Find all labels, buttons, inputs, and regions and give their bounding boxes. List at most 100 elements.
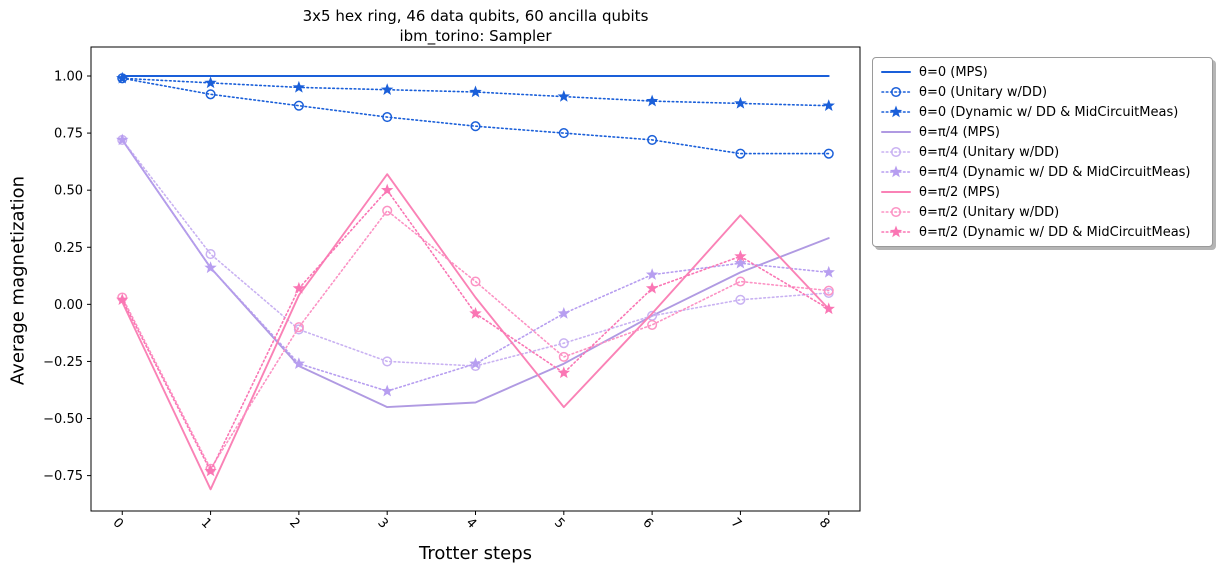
legend-entry-label: θ=0 (Dynamic w/ DD & MidCircuitMeas) — [919, 104, 1179, 120]
data-point-star — [204, 261, 217, 274]
data-point-star — [469, 85, 482, 98]
data-point-star — [292, 80, 306, 93]
legend-entry: θ=π/4 (Unitary w/DD) — [881, 143, 1204, 162]
data-point-circle — [382, 205, 393, 216]
data-point-circle — [558, 338, 569, 349]
legend-marker — [881, 86, 911, 98]
x-tick-label: 4 — [463, 515, 479, 531]
data-point-circle — [382, 112, 393, 123]
series-markers — [117, 134, 834, 372]
legend-entry-label: θ=0 (Unitary w/DD) — [919, 84, 1048, 100]
data-point-circle — [823, 285, 834, 296]
data-point-circle — [647, 134, 658, 145]
legend-entry-label: θ=π/4 (MPS) — [919, 124, 1000, 140]
data-point-star — [557, 366, 570, 379]
chart-title-line1: 3x5 hex ring, 46 data qubits, 60 ancilla… — [302, 7, 649, 25]
series-line — [121, 138, 830, 409]
legend-marker — [881, 191, 911, 193]
x-tick-label: 8 — [816, 515, 832, 531]
x-tick-label: 0 — [110, 515, 126, 531]
x-tick-label: 1 — [198, 515, 214, 531]
x-tick-label: 6 — [639, 515, 655, 531]
chart-title: 3x5 hex ring, 46 data qubits, 60 ancilla… — [91, 6, 860, 46]
series-line — [121, 209, 830, 470]
data-point-star — [645, 268, 659, 280]
legend-marker — [881, 105, 911, 118]
data-point-star — [381, 384, 394, 397]
data-point-circle — [647, 319, 658, 330]
y-tick-label: −0.25 — [43, 355, 83, 370]
data-point-star — [381, 83, 394, 95]
legend-entry: θ=0 (MPS) — [881, 63, 1204, 82]
data-point-star — [734, 249, 747, 262]
y-tick-label: 1.00 — [54, 70, 83, 85]
data-point-circle — [293, 100, 304, 111]
series-markers — [116, 71, 835, 111]
data-point-star — [116, 133, 129, 146]
data-point-star — [204, 464, 217, 477]
legend-entry-label: θ=π/2 (Dynamic w/ DD & MidCircuitMeas) — [919, 224, 1191, 240]
data-point-star — [292, 281, 306, 294]
legend-entry-label: θ=π/4 (Dynamic w/ DD & MidCircuitMeas) — [919, 164, 1191, 180]
legend-entry-label: θ=0 (MPS) — [919, 64, 988, 80]
data-point-circle — [205, 249, 216, 260]
data-point-star — [734, 96, 747, 109]
data-point-star — [645, 94, 659, 107]
x-tick-label: 3 — [374, 515, 390, 531]
legend-marker — [881, 206, 911, 218]
y-tick-label: −0.75 — [43, 469, 83, 484]
legend-entry: θ=0 (Dynamic w/ DD & MidCircuitMeas) — [881, 103, 1204, 122]
y-tick-label: −0.50 — [43, 412, 83, 427]
data-point-circle — [382, 356, 393, 367]
legend-entry: θ=π/2 (Dynamic w/ DD & MidCircuitMeas) — [881, 223, 1204, 242]
series-markers — [117, 205, 834, 474]
data-point-star — [292, 357, 306, 369]
series-line — [121, 77, 830, 155]
legend-marker — [881, 131, 911, 133]
data-point-circle — [293, 322, 304, 333]
series-line — [121, 173, 830, 491]
data-point-star — [557, 90, 570, 102]
data-point-circle — [735, 148, 746, 159]
data-point-star — [734, 256, 747, 269]
legend-entry-label: θ=π/4 (Unitary w/DD) — [919, 144, 1060, 160]
legend-entry: θ=π/2 (MPS) — [881, 183, 1204, 202]
data-point-circle — [558, 351, 569, 362]
legend: θ=0 (MPS) θ=0 (Unitary w/DD) θ=0 (Dynamic … — [872, 57, 1213, 247]
data-point-star — [204, 76, 217, 89]
x-tick-label: 2 — [286, 515, 302, 531]
data-point-star — [822, 99, 835, 111]
legend-entry: θ=0 (Unitary w/DD) — [881, 83, 1204, 102]
legend-marker — [881, 225, 911, 238]
chart-title-line2: ibm_torino: Sampler — [399, 27, 552, 45]
data-point-circle — [558, 128, 569, 139]
x-tick-label: 5 — [551, 515, 567, 531]
legend-marker — [881, 71, 911, 73]
legend-entry-label: θ=π/2 (MPS) — [919, 184, 1000, 200]
data-point-circle — [735, 294, 746, 305]
y-tick-label: 0.00 — [54, 298, 83, 313]
x-axis-label: Trotter steps — [419, 543, 532, 564]
series-line — [121, 139, 830, 392]
data-point-star — [822, 302, 835, 315]
data-point-circle — [205, 89, 216, 100]
y-tick-label: 0.75 — [54, 127, 83, 142]
data-point-star — [469, 306, 482, 319]
data-point-star — [645, 281, 659, 294]
series-line — [121, 189, 830, 472]
data-point-circle — [470, 121, 481, 132]
y-tick-label: 0.50 — [54, 184, 83, 199]
legend-entry: θ=π/2 (Unitary w/DD) — [881, 203, 1204, 222]
data-point-circle — [470, 276, 481, 287]
legend-marker — [881, 165, 911, 178]
x-tick-label: 7 — [728, 515, 744, 531]
data-point-star — [822, 265, 835, 278]
data-point-star — [116, 293, 129, 306]
data-point-star — [381, 183, 394, 196]
data-point-star — [557, 306, 570, 319]
data-point-star — [116, 71, 129, 84]
data-point-circle — [735, 276, 746, 287]
series-markers — [116, 133, 835, 397]
